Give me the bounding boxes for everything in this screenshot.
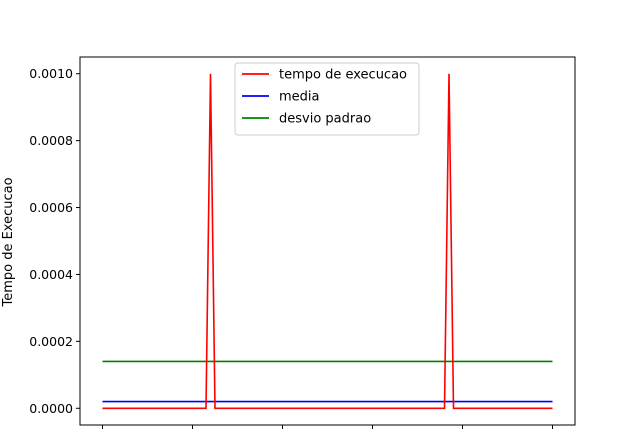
legend-box <box>234 62 420 136</box>
legend-label: media <box>279 90 320 105</box>
series-layer <box>102 73 553 410</box>
y-tick-label: 0.0006 <box>29 200 73 215</box>
y-axis-label: Tempo de Execucao <box>1 177 16 307</box>
x-axis <box>102 425 553 429</box>
y-tick-label: 0.0010 <box>29 66 73 81</box>
y-tick-label: 0.0004 <box>29 267 73 282</box>
plot-area <box>79 56 576 426</box>
y-tick-label: 0.0000 <box>29 401 73 416</box>
series-line-tempo-de-execucao <box>102 73 553 410</box>
y-tick-label: 0.0008 <box>29 133 73 148</box>
legend-label: desvio padrao <box>279 112 371 127</box>
legend-label: tempo de execucao <box>279 68 407 83</box>
y-tick-label: 0.0002 <box>29 334 73 349</box>
legend: tempo de execucao media desvio padrao <box>234 62 420 136</box>
y-axis: 0.0000 0.0002 0.0004 0.0006 0.0008 0.0010 <box>29 66 80 416</box>
